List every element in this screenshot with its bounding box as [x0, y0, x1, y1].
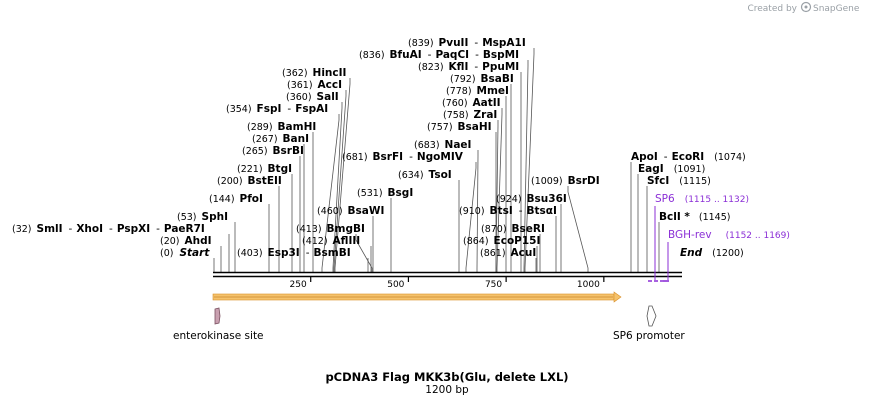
enzyme-label-tsoi[interactable]: (634) TsoI	[398, 169, 452, 181]
enzyme-label-bsgi[interactable]: (531) BsgI	[357, 187, 413, 199]
enzyme-label-ahdi[interactable]: (20) AhdI	[160, 235, 212, 247]
enzyme-leader-line	[496, 108, 503, 272]
orf-arrow[interactable]	[212, 291, 622, 303]
enzyme-label-bamhi[interactable]: (289) BamHI	[247, 121, 316, 133]
enzyme-label-bsu36i[interactable]: (924) Bsu36I	[496, 193, 567, 205]
enzyme-label-btsi[interactable]: (910) BtsI - BtsαI	[459, 205, 557, 217]
end-label: End (1200)	[680, 247, 744, 259]
sequence-length: 1200 bp	[425, 384, 469, 396]
enzyme-label-sphi[interactable]: (53) SphI	[177, 211, 228, 223]
enzyme-labels: (0) Start End (1200) (20) AhdI (32) SmlI - Xho…	[12, 37, 746, 259]
feature-label-enterokinase: enterokinase site	[173, 330, 264, 342]
enzyme-label-smli[interactable]: (32) SmlI - XhoI - PspXI - PaeR7I	[12, 223, 205, 235]
enzyme-label-bseri[interactable]: (870) BseRI	[481, 223, 545, 235]
enzyme-leader-line	[332, 102, 343, 272]
enzyme-label-bsrdi[interactable]: (1009) BsrDI	[531, 175, 600, 187]
enzyme-label-btgi[interactable]: (221) BtgI	[237, 163, 292, 175]
enzyme-label-kfli[interactable]: (823) KflI - PpuMI	[418, 61, 519, 73]
enzyme-label-bsabi[interactable]: (792) BsaBI	[450, 73, 514, 85]
created-by-text: Created by	[747, 4, 797, 14]
enzyme-leader-line	[333, 90, 347, 272]
enzyme-label-bsteii[interactable]: (200) BstEII	[217, 175, 282, 187]
page-title: pCDNA3 Flag MKK3b(Glu, delete LXL)	[325, 370, 568, 384]
enzyme-label-apoi[interactable]: ApoI - EcoRI (1074)	[631, 151, 746, 163]
feature-label-sp6-promoter: SP6 promoter	[613, 330, 685, 342]
enzyme-label-eagi[interactable]: EagI (1091)	[638, 163, 705, 175]
enzyme-label-bsawi[interactable]: (460) BsaWI	[317, 205, 384, 217]
scale-tick-label: 250	[290, 280, 307, 290]
enzyme-leader-line	[476, 150, 479, 272]
scale-tick-label: 500	[387, 280, 404, 290]
scale-ticks: 250 500 750 1000	[290, 277, 605, 290]
enzyme-label-bmgbi[interactable]: (413) BmgBI	[296, 223, 365, 235]
enzyme-label-bsrfi[interactable]: (681) BsrFI - NgoMIV	[342, 151, 464, 163]
sequence-backbone	[213, 271, 682, 278]
enzyme-label-sfci[interactable]: SfcI (1115)	[647, 175, 711, 187]
enzyme-label-bani[interactable]: (267) BanI	[252, 133, 309, 145]
enzyme-label-acci[interactable]: (361) AccI	[287, 79, 342, 91]
scale-tick-label: 750	[485, 280, 502, 290]
enzyme-leader-line	[334, 78, 351, 272]
enzyme-label-hincii[interactable]: (362) HincII	[282, 67, 346, 79]
enzyme-label-pvuii[interactable]: (839) PvuII - MspA1I	[408, 37, 526, 49]
enzyme-leader-line	[465, 162, 477, 272]
enzyme-label-sali[interactable]: (360) SalI	[286, 91, 339, 103]
enzyme-label-fspi[interactable]: (354) FspI - FspAI	[226, 103, 328, 115]
enzyme-label-pfoi[interactable]: (144) PfoI	[209, 193, 263, 205]
enzyme-leader-line	[321, 114, 340, 272]
enzyme-label-mmei[interactable]: (778) MmeI	[446, 85, 509, 97]
enzyme-leader-line	[523, 60, 529, 272]
enzyme-label-zrai[interactable]: (758) ZraI	[443, 109, 497, 121]
enzyme-label-bcli[interactable]: BclI * (1145)	[659, 211, 730, 223]
brand-name: SnapGene	[813, 4, 860, 14]
enzyme-label-aatii[interactable]: (760) AatII	[442, 97, 501, 109]
enzyme-leader-line	[567, 186, 589, 272]
enzyme-label-naei[interactable]: (683) NaeI	[414, 139, 471, 151]
enzyme-leader-line	[495, 120, 499, 272]
enzyme-label-esp3i[interactable]: (403) Esp3I - BsmBI	[237, 247, 351, 259]
enzyme-label-ecop15i[interactable]: (864) EcoP15I	[463, 235, 540, 247]
enzyme-label-acui[interactable]: (861) AcuI	[480, 247, 536, 259]
primer-label-bgh-rev[interactable]: BGH-rev (1152 .. 1169)	[668, 229, 790, 241]
enzyme-label-bsahi[interactable]: (757) BsaHI	[427, 121, 492, 133]
feature-sp6-promoter[interactable]: SP6 promoter	[613, 305, 685, 342]
enzyme-label-bfuai[interactable]: (836) BfuAI - PaqCI - BspMI	[359, 49, 519, 61]
snapgene-logo-icon	[800, 1, 812, 13]
primer-label-sp6[interactable]: SP6 (1115 .. 1132)	[655, 193, 749, 205]
enzyme-leader-lines	[213, 48, 660, 272]
start-label: (0) Start	[160, 247, 210, 259]
feature-enterokinase-site[interactable]: enterokinase site	[173, 307, 264, 342]
enzyme-leader-line	[355, 234, 373, 272]
enzyme-leader-line	[524, 48, 535, 272]
enzyme-label-afliii[interactable]: (412) AflIII	[302, 235, 360, 247]
primers: SP6 (1115 .. 1132) BGH-rev (1152 .. 1169)	[648, 193, 790, 282]
scale-tick-label: 1000	[577, 280, 600, 290]
enzyme-label-bsrbi[interactable]: (265) BsrBI	[242, 145, 304, 157]
